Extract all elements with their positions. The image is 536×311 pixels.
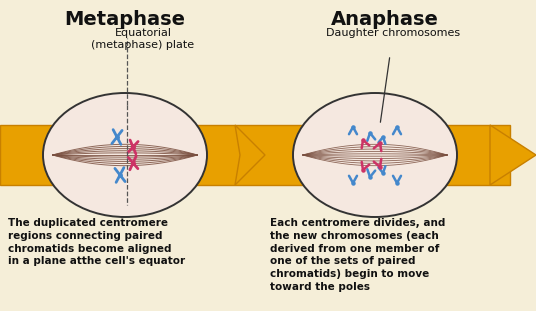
Bar	[0, 125, 510, 185]
Text: The duplicated centromere
regions connecting paired
chromatids become aligned
in: The duplicated centromere regions connec…	[8, 218, 185, 267]
Text: Metaphase: Metaphase	[64, 10, 185, 29]
Text: Daughter chromosomes: Daughter chromosomes	[326, 28, 460, 38]
Ellipse shape	[293, 93, 457, 217]
Text: Anaphase: Anaphase	[331, 10, 439, 29]
Text: Equatorial
(metaphase) plate: Equatorial (metaphase) plate	[92, 28, 195, 49]
Text: Each centromere divides, and
the new chromosomes (each
derived from one member o: Each centromere divides, and the new chr…	[270, 218, 445, 292]
Polygon shape	[490, 125, 536, 185]
Ellipse shape	[43, 93, 207, 217]
Polygon shape	[235, 125, 265, 185]
